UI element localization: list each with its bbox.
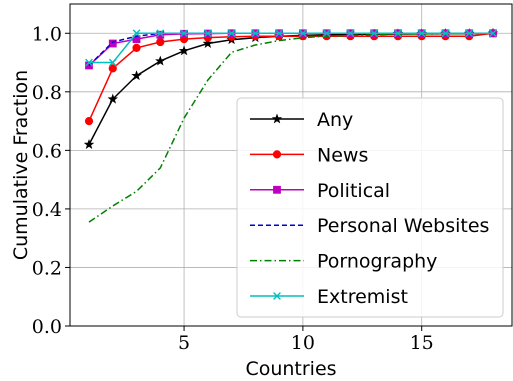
legend-label: Any	[317, 109, 353, 131]
x-marker-stroke	[203, 29, 212, 38]
ticks: 5 10 15 0.0 0.2 0.4 0.6 0.8 1.0	[32, 23, 434, 354]
star-marker	[178, 45, 190, 56]
x-marker	[465, 29, 474, 38]
x-marker-stroke	[465, 29, 474, 38]
legend-label: Political	[317, 180, 390, 202]
x-marker	[273, 292, 281, 300]
star-marker	[155, 55, 166, 66]
star-marker	[131, 70, 142, 81]
x-marker	[180, 29, 188, 38]
x-marker-stroke	[489, 29, 497, 38]
star-marker	[107, 93, 118, 104]
x-axis-label: Countries	[245, 358, 336, 380]
x-marker	[322, 29, 331, 38]
square-marker	[273, 185, 281, 194]
legend-item-personal-websites: Personal Websites	[250, 215, 489, 237]
legend-item-extremist: Extremist	[250, 286, 408, 308]
x-marker	[275, 29, 284, 38]
x-marker-stroke	[180, 29, 188, 38]
x-marker	[346, 29, 355, 38]
x-marker-stroke	[156, 29, 165, 38]
y-tick-label: 1.0	[32, 23, 62, 45]
x-marker	[108, 58, 117, 67]
y-axis-label: Cumulative Fraction	[10, 70, 32, 260]
circle-marker	[84, 116, 94, 126]
x-marker-stroke	[370, 29, 379, 38]
legend-item-any: Any	[250, 109, 353, 131]
star-marker	[202, 38, 214, 48]
x-marker	[85, 58, 93, 67]
x-tick-label: 10	[291, 332, 315, 354]
legend-label: Extremist	[317, 286, 408, 308]
x-marker-stroke	[394, 29, 402, 38]
x-marker	[298, 29, 307, 38]
x-marker-stroke	[275, 29, 284, 38]
x-marker-stroke	[85, 58, 93, 67]
x-marker	[417, 29, 426, 38]
series-layer	[83, 27, 499, 223]
circle-marker	[132, 43, 141, 53]
legend-item-political: Political	[250, 180, 390, 202]
x-tick-label: 15	[410, 332, 434, 354]
x-marker-stroke	[417, 29, 426, 38]
legend-label: News	[317, 144, 368, 166]
x-marker-stroke	[227, 29, 236, 38]
x-marker-stroke	[441, 29, 450, 38]
x-marker-stroke	[346, 29, 355, 38]
legend-label: Personal Websites	[317, 215, 489, 237]
y-tick-label: 0.4	[32, 199, 62, 221]
legend-label: Pornography	[317, 251, 437, 273]
star-marker	[83, 139, 95, 149]
legend-box	[236, 97, 504, 318]
x-marker-stroke	[108, 58, 117, 67]
legend: Any News Political Personal Websites Pornogr…	[236, 97, 504, 318]
x-marker-stroke	[322, 29, 331, 38]
series-extremist	[85, 29, 497, 67]
x-marker-stroke	[273, 292, 281, 300]
square-marker	[108, 39, 117, 48]
star-marker	[271, 113, 283, 124]
circle-marker	[108, 64, 117, 73]
x-marker-stroke	[132, 29, 141, 38]
legend-item-pornography: Pornography	[250, 251, 437, 273]
y-tick-label: 0.8	[32, 82, 62, 104]
x-marker	[156, 29, 165, 38]
x-marker	[441, 29, 450, 38]
legend-item-news: News	[250, 144, 368, 166]
y-tick-label: 0.2	[32, 257, 62, 279]
x-marker	[227, 29, 236, 38]
x-marker-stroke	[251, 29, 260, 38]
x-marker	[251, 29, 260, 38]
plot-frame	[69, 3, 513, 327]
y-tick-label: 0.6	[32, 140, 62, 162]
x-marker	[394, 29, 402, 38]
circle-marker	[156, 37, 165, 47]
x-marker	[203, 29, 212, 38]
y-tick-label: 0.0	[32, 316, 62, 338]
x-marker	[489, 29, 497, 38]
x-marker	[132, 29, 141, 38]
series-line-extremist	[89, 32, 493, 64]
x-marker	[370, 29, 379, 38]
x-marker-stroke	[298, 29, 307, 38]
x-tick-label: 5	[178, 332, 190, 354]
square-marker	[156, 30, 165, 39]
circle-marker	[272, 150, 282, 159]
